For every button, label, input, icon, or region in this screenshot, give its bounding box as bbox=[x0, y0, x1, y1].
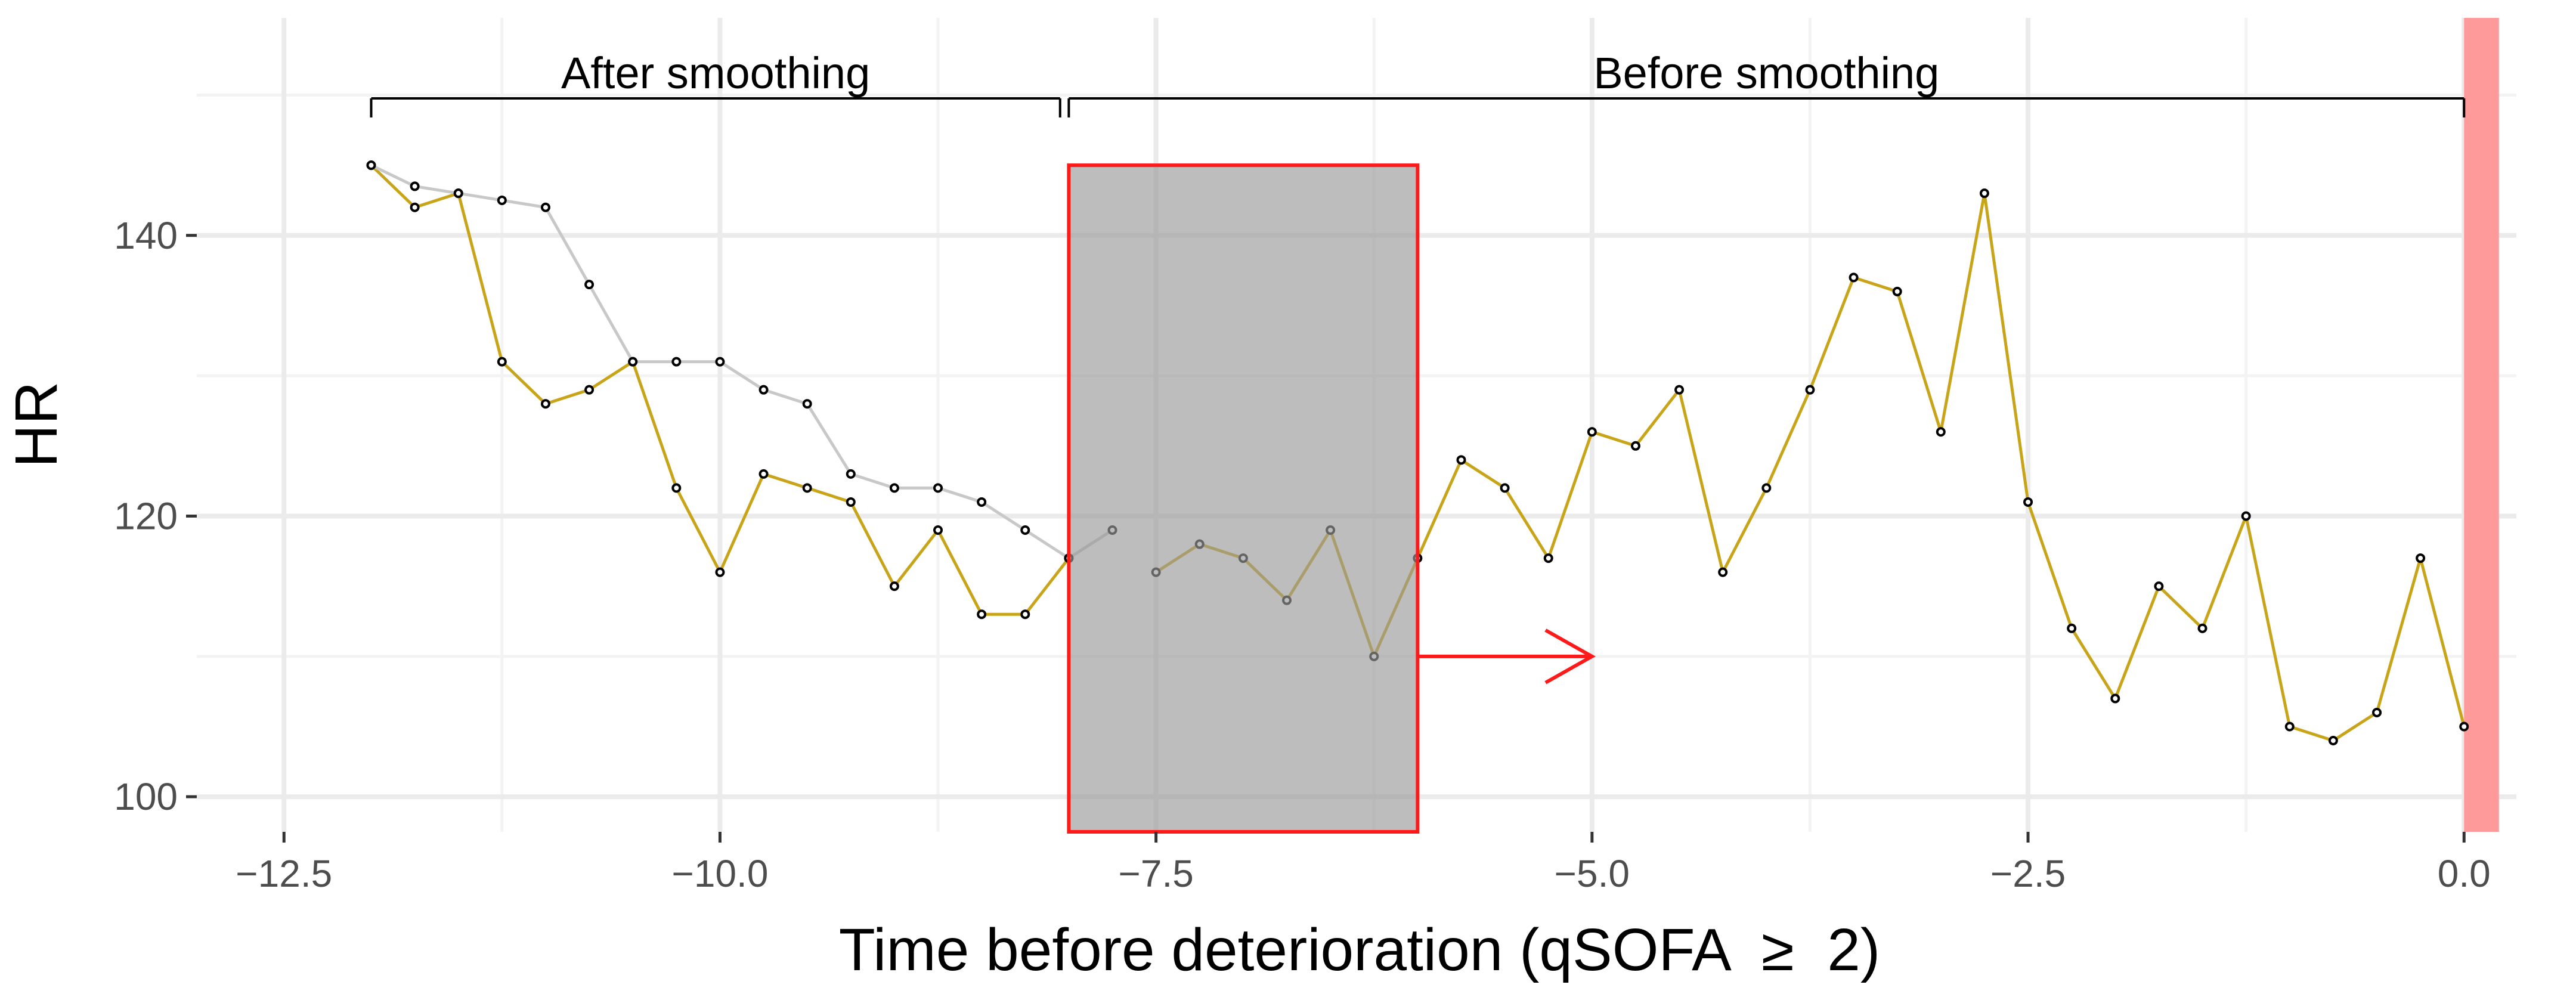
series-2-point bbox=[1892, 286, 1902, 296]
series-2-point bbox=[2328, 736, 2338, 746]
series-1-point bbox=[977, 609, 987, 620]
x-tick-label: 0.0 bbox=[2438, 852, 2491, 895]
y-axis-title: HR bbox=[3, 382, 70, 467]
series-2-point bbox=[1718, 567, 1728, 577]
overlay: After smoothing Before smoothing bbox=[370, 48, 2466, 834]
series-1-point bbox=[758, 469, 769, 479]
series-3-point bbox=[977, 497, 987, 507]
series-3-point bbox=[715, 357, 725, 367]
series-2-point bbox=[1849, 273, 1859, 283]
series-1-point bbox=[846, 497, 856, 507]
series-2-point bbox=[2023, 497, 2033, 507]
series-2-point bbox=[2197, 623, 2207, 633]
series-3-point bbox=[846, 469, 856, 479]
series-3-point bbox=[584, 280, 595, 290]
y-tick-label: 140 bbox=[114, 214, 178, 257]
series-2-point bbox=[2372, 707, 2382, 717]
series-2-point bbox=[2154, 581, 2164, 592]
series-1-point bbox=[802, 483, 812, 493]
series-3-point bbox=[802, 399, 812, 409]
series-line-3 bbox=[370, 163, 1113, 560]
x-tick-label: −5.0 bbox=[1555, 852, 1630, 895]
series-2-point bbox=[1761, 483, 1772, 493]
arrow-head bbox=[1544, 628, 1596, 685]
event-band bbox=[2464, 18, 2499, 832]
bracket-2-label: Before smoothing bbox=[1593, 48, 1939, 98]
x-tick-label: −2.5 bbox=[1990, 852, 2066, 895]
series-2-point bbox=[2284, 722, 2295, 732]
series-2-point bbox=[1543, 553, 1553, 563]
series-2-point bbox=[1674, 385, 1685, 395]
series-3-point bbox=[671, 357, 682, 367]
series-3-point bbox=[540, 202, 550, 212]
x-axis-title: Time before deterioration (qSOFA ≥ 2) bbox=[839, 917, 1880, 983]
x-tick-label: −12.5 bbox=[236, 852, 332, 895]
series-1-point bbox=[497, 357, 507, 367]
bracket-1-label: After smoothing bbox=[561, 48, 870, 98]
series-1-point bbox=[584, 385, 595, 395]
series-2-point bbox=[1587, 427, 1597, 437]
series-2-point bbox=[2110, 693, 2120, 704]
series-2-point bbox=[2241, 511, 2251, 521]
series-1-point bbox=[933, 525, 943, 535]
y-tick-label: 120 bbox=[114, 494, 178, 537]
series-3-point bbox=[889, 483, 899, 493]
axes: −12.5 −10.0 −7.5 −5.0 −2.5 0.0 100 120 140 bbox=[114, 214, 2491, 895]
series-3-point bbox=[366, 160, 376, 171]
series-3-point bbox=[497, 195, 507, 205]
series-3-point bbox=[933, 483, 943, 493]
series-3-point bbox=[758, 385, 769, 395]
series-1-point bbox=[889, 581, 899, 592]
series-2-point bbox=[1456, 455, 1466, 465]
y-tick-label: 100 bbox=[114, 775, 178, 818]
series-2-point bbox=[2067, 623, 2077, 633]
series-1-point bbox=[715, 567, 725, 577]
series-1-point bbox=[540, 399, 550, 409]
series-3-point bbox=[453, 188, 463, 199]
series-2-point bbox=[2416, 553, 2426, 563]
series-2-point bbox=[1979, 188, 1989, 199]
series-2-point bbox=[1936, 427, 1946, 437]
x-tick-label: −7.5 bbox=[1118, 852, 1193, 895]
shaded-window bbox=[1067, 163, 1420, 834]
series-3-point bbox=[628, 357, 638, 367]
x-tick-label: −10.0 bbox=[671, 852, 768, 895]
series-2-point bbox=[1805, 385, 1815, 395]
series-2-point bbox=[2459, 722, 2469, 732]
series-1-point bbox=[671, 483, 682, 493]
series-2-point bbox=[1630, 441, 1640, 451]
series-1-point bbox=[410, 202, 420, 212]
series-2-point bbox=[1500, 483, 1510, 493]
bands bbox=[2464, 18, 2499, 832]
series-3-point bbox=[410, 181, 420, 191]
series-1-point bbox=[1020, 609, 1030, 620]
series-3-point bbox=[1020, 525, 1030, 535]
